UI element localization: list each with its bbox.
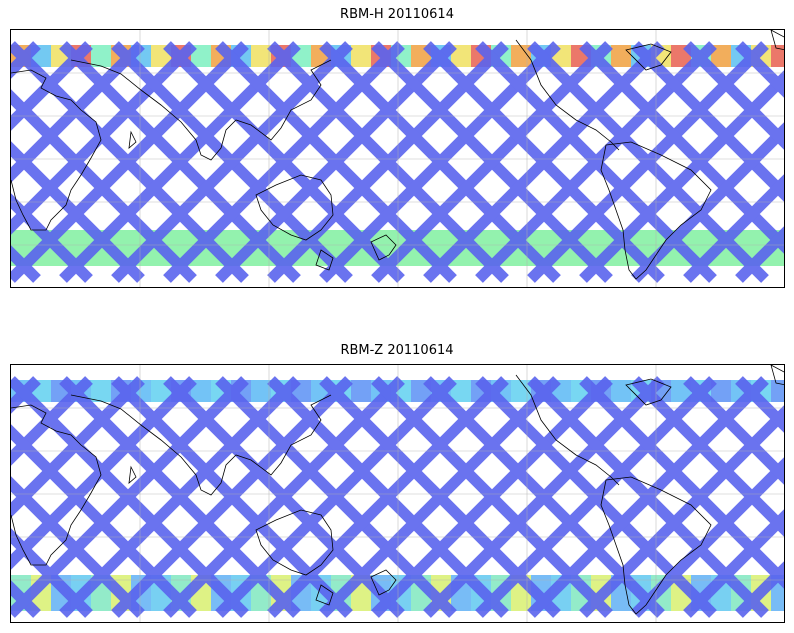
swath-tracks	[11, 376, 784, 618]
swath-track-descending	[735, 226, 784, 283]
polar-band-north-cell	[611, 45, 631, 67]
coastline-path	[370, 234, 397, 261]
swath-track-ascending	[683, 376, 784, 485]
swath-track-descending	[631, 457, 784, 618]
coastline-path	[70, 394, 332, 496]
coastline-path	[315, 584, 334, 606]
coastline-path	[370, 569, 397, 596]
graticule	[11, 365, 784, 622]
graticule	[11, 30, 784, 287]
coastline-path	[770, 365, 784, 386]
coastline-path	[770, 30, 784, 51]
map-panel-rbm-z	[10, 364, 785, 623]
coastline-path	[128, 130, 137, 149]
polar-band-north-cell	[451, 45, 471, 67]
coastline-path	[625, 378, 672, 406]
coastline-path	[255, 174, 334, 241]
polar-band-north-cell	[511, 380, 531, 402]
coastline-path	[515, 39, 620, 151]
polar-band-north-cell	[91, 45, 111, 67]
coastline-path	[600, 141, 712, 280]
polar-band-north-cell	[351, 45, 371, 67]
swath-tracks	[11, 41, 784, 283]
polar-band-north-cell	[611, 380, 631, 402]
swath-track-descending	[735, 561, 784, 618]
polar-band-north-cell	[771, 380, 784, 402]
polar-band-north-cell	[191, 380, 211, 402]
polar-band-north-cell	[91, 380, 111, 402]
coastline-path	[128, 465, 137, 484]
coastline-path	[70, 59, 332, 161]
map-title-rbm-z: RBM-Z 20110614	[340, 343, 454, 358]
coastlines	[11, 365, 784, 615]
polar-band-north-cell	[771, 45, 784, 67]
swath-track-ascending	[735, 376, 784, 433]
rbm-h-map-svg	[11, 30, 784, 287]
swath-track-ascending	[683, 41, 784, 150]
coastline-path	[315, 249, 334, 271]
coastline-path	[515, 374, 620, 486]
polar-band-north-cell	[451, 380, 471, 402]
coastline-path	[600, 476, 712, 615]
coastline-path	[255, 509, 334, 576]
polar-band-north-cell	[711, 45, 731, 67]
polar-band-north-cell	[251, 380, 271, 402]
rbm-z-map-svg	[11, 365, 784, 622]
map-panel-rbm-h	[10, 29, 785, 288]
polar-band-north-cell	[351, 380, 371, 402]
swath-track-descending	[683, 509, 784, 618]
swath-track-ascending	[735, 41, 784, 98]
map-title-rbm-h: RBM-H 20110614	[340, 7, 454, 22]
coastline-path	[11, 404, 102, 566]
polar-band-north-cell	[711, 380, 731, 402]
polar-band-north-cell	[511, 45, 531, 67]
coastline-path	[625, 43, 672, 71]
swath-track-descending	[683, 174, 784, 283]
coastlines	[11, 30, 784, 280]
coastline-path	[11, 69, 102, 231]
polar-band-north-cell	[191, 45, 211, 67]
swath-track-descending	[631, 122, 784, 283]
polar-band-north-cell	[251, 45, 271, 67]
